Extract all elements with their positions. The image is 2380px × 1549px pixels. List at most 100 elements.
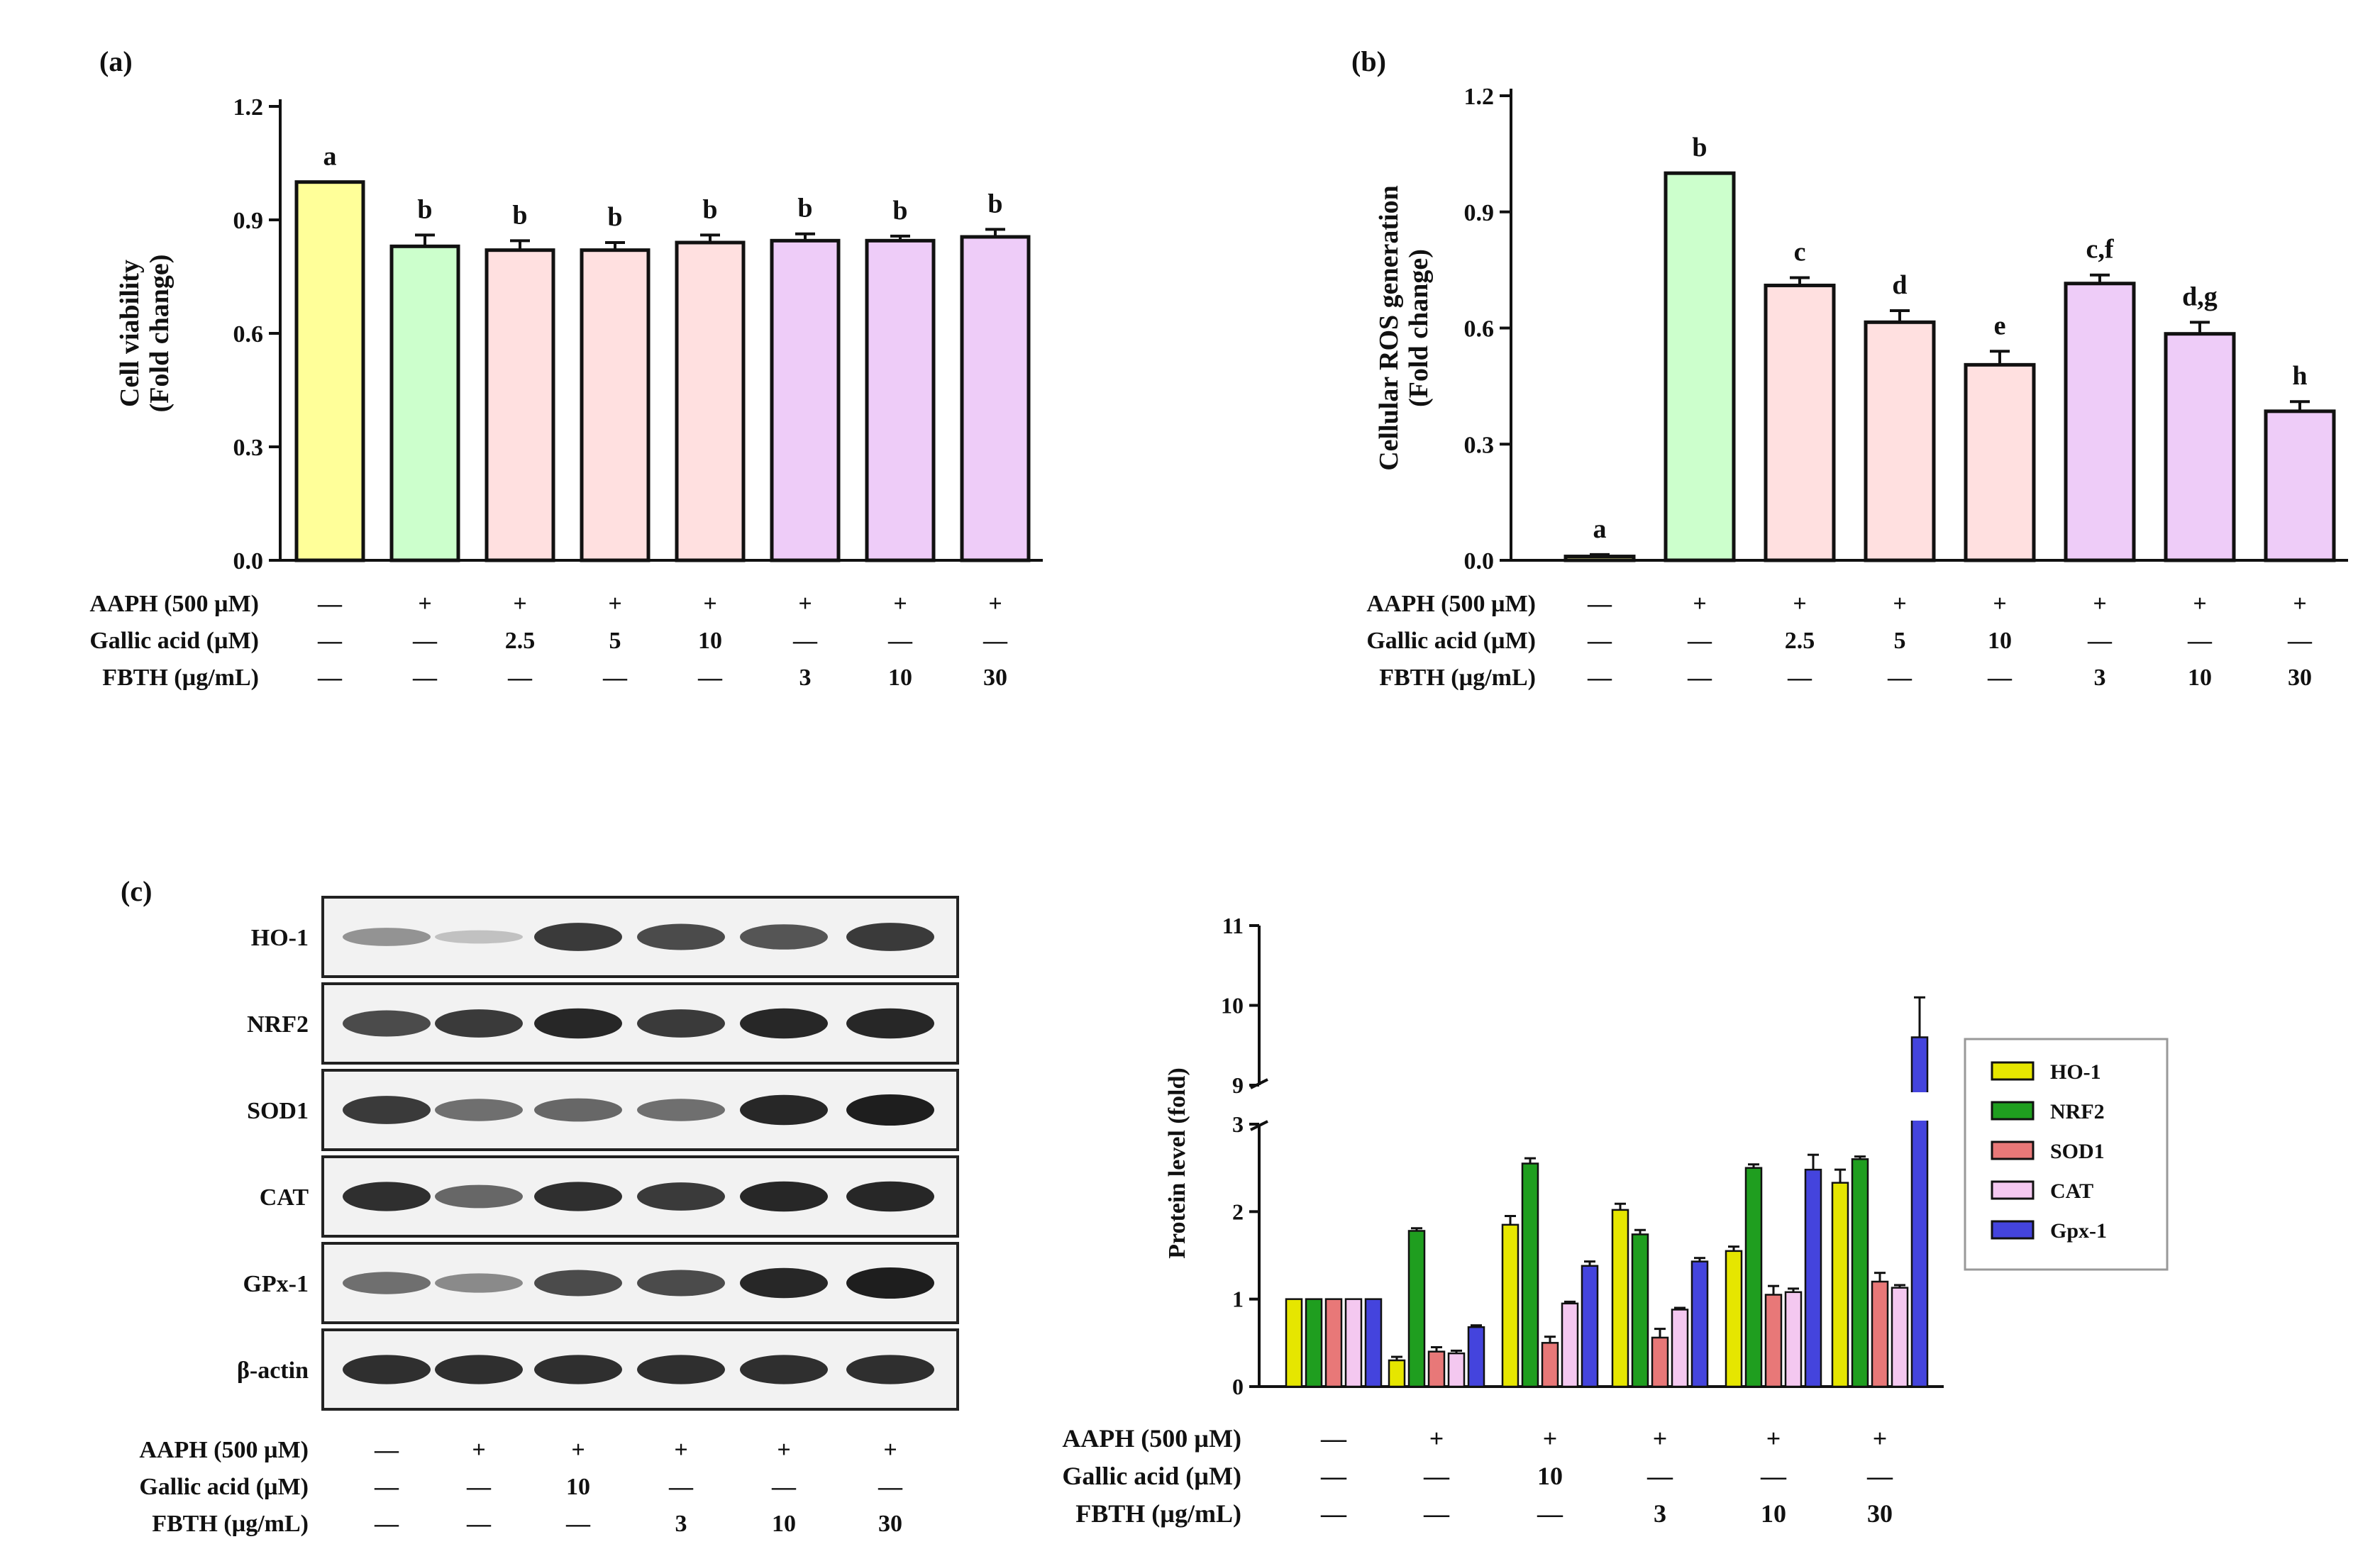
y-tick-label: 0 — [1232, 1374, 1244, 1399]
significance-letter-1: b — [1692, 133, 1707, 162]
bar-3 — [1864, 320, 1936, 562]
condition-fbth-1: — — [1423, 1499, 1450, 1528]
axis-break-gap — [1904, 1092, 1935, 1121]
significance-letter-5: b — [797, 194, 812, 223]
condition-gallic-1: — — [466, 1474, 492, 1500]
condition-fbth-5: 30 — [878, 1511, 902, 1537]
bar-nrf2-3 — [1631, 1233, 1649, 1388]
blot-band — [846, 1094, 934, 1126]
condition-fbth-0: — — [374, 1511, 399, 1537]
bar-gpx1-2 — [1581, 1265, 1599, 1388]
bar-nrf2-2 — [1521, 1162, 1539, 1388]
y-tick-label: 0.6 — [233, 321, 264, 348]
condition-label-aaph: AAPH (500 µM) — [139, 1437, 309, 1463]
condition-aaph-1: + — [472, 1437, 485, 1463]
significance-letter-2: b — [512, 200, 527, 230]
condition-aaph-4: + — [703, 591, 716, 617]
blot-label-CAT: CAT — [260, 1184, 309, 1211]
y-tick-label: 1.2 — [1464, 84, 1495, 110]
western-blot: HO-1 NRF2 SOD1 CAT GPx-1 β-actin AAPH (500 µM)… — [139, 896, 959, 1537]
condition-gallic-0: — — [1587, 628, 1612, 654]
condition-aaph-7: + — [2293, 591, 2306, 617]
significance-letter-6: d,g — [2182, 282, 2218, 311]
condition-gallic-6: — — [2187, 628, 2213, 654]
condition-gallic-6: — — [887, 628, 913, 654]
blot-band — [435, 1099, 523, 1121]
blot-band — [534, 923, 622, 951]
condition-fbth-1: — — [466, 1511, 492, 1537]
significance-letter-7: h — [2292, 361, 2307, 391]
condition-gallic-3: — — [1646, 1462, 1673, 1490]
condition-aaph-0: — — [1320, 1424, 1347, 1453]
blot-band — [343, 928, 431, 946]
condition-fbth-4: — — [697, 665, 723, 691]
condition-aaph-6: + — [893, 591, 907, 617]
bar-ho1-3 — [1611, 1209, 1629, 1388]
condition-aaph-1: + — [1429, 1424, 1444, 1453]
blot-label-GPx-1: GPx-1 — [243, 1271, 309, 1297]
y-tick-label: 1.2 — [233, 94, 264, 121]
legend-label-nrf2: NRF2 — [2050, 1100, 2105, 1123]
blot-band — [846, 1181, 934, 1212]
blot-band — [534, 1182, 622, 1211]
bar-sod1-5 — [1871, 1280, 1889, 1388]
blot-band — [435, 1009, 523, 1038]
bar-cat-5 — [1891, 1287, 1909, 1388]
significance-letter-3: d — [1892, 270, 1907, 300]
condition-gallic-3: 5 — [609, 628, 621, 654]
condition-fbth-0: — — [1320, 1499, 1347, 1528]
y-axis-label: Cell viability — [115, 260, 145, 407]
blot-band — [846, 1355, 934, 1384]
condition-gallic-0: — — [317, 628, 343, 654]
blot-band — [637, 923, 725, 950]
bar-sod1-4 — [1764, 1294, 1783, 1388]
panel-label-a: (a) — [99, 45, 133, 77]
blot-band — [343, 1010, 431, 1037]
blot-band — [846, 923, 934, 951]
condition-aaph-5: + — [883, 1437, 897, 1463]
condition-gallic-1: — — [1687, 628, 1712, 654]
condition-label-gallic: Gallic acid (µM) — [89, 628, 259, 654]
blot-band — [740, 1094, 828, 1126]
blot-band — [435, 1184, 523, 1209]
condition-fbth-2: — — [1537, 1499, 1563, 1528]
bar-gpx1-5 — [1910, 1036, 1929, 1388]
bar-7 — [960, 235, 1031, 562]
bar-2 — [1764, 283, 1836, 562]
legend-label-gpx1: Gpx-1 — [2050, 1219, 2107, 1243]
bar-5 — [2064, 282, 2136, 562]
blot-label-NRF2: NRF2 — [247, 1011, 309, 1038]
condition-fbth-7: 30 — [983, 665, 1007, 691]
condition-fbth-5: 3 — [799, 665, 812, 691]
condition-fbth-5: 3 — [2094, 665, 2106, 691]
condition-aaph-6: + — [2193, 591, 2206, 617]
panel-label-b: (b) — [1351, 45, 1386, 77]
y-tick-label: 9 — [1232, 1072, 1244, 1098]
bar-nrf2-4 — [1744, 1167, 1763, 1388]
condition-gallic-5: — — [2087, 628, 2113, 654]
bar-cat-1 — [1447, 1352, 1466, 1388]
legend-label-ho1: HO-1 — [2050, 1060, 2101, 1084]
condition-label-fbth: FBTH (µg/mL) — [152, 1511, 309, 1537]
condition-fbth-2: — — [1787, 665, 1812, 691]
bar-gpx1-4 — [1804, 1168, 1822, 1388]
bar-ho1-0 — [1285, 1298, 1303, 1388]
condition-label-gallic: Gallic acid (µM) — [139, 1474, 309, 1500]
blot-band — [534, 1355, 622, 1384]
condition-fbth-6: 10 — [888, 665, 912, 691]
condition-gallic-2: 10 — [566, 1474, 590, 1500]
condition-label-fbth: FBTH (µg/mL) — [1379, 665, 1536, 691]
blot-band — [435, 1355, 523, 1384]
condition-aaph-3: + — [1893, 591, 1906, 617]
blot-label-HO-1: HO-1 — [251, 925, 309, 951]
condition-fbth-3: 3 — [1654, 1499, 1666, 1528]
bar-7 — [2264, 409, 2336, 562]
bar-cat-0 — [1344, 1298, 1363, 1388]
condition-gallic-4: 10 — [698, 628, 722, 654]
bar-5 — [770, 238, 841, 562]
condition-fbth-1: — — [412, 665, 438, 691]
condition-aaph-2: + — [1793, 591, 1806, 617]
legend-swatch-gpx1 — [1991, 1220, 2035, 1240]
condition-gallic-2: 2.5 — [1785, 628, 1815, 654]
